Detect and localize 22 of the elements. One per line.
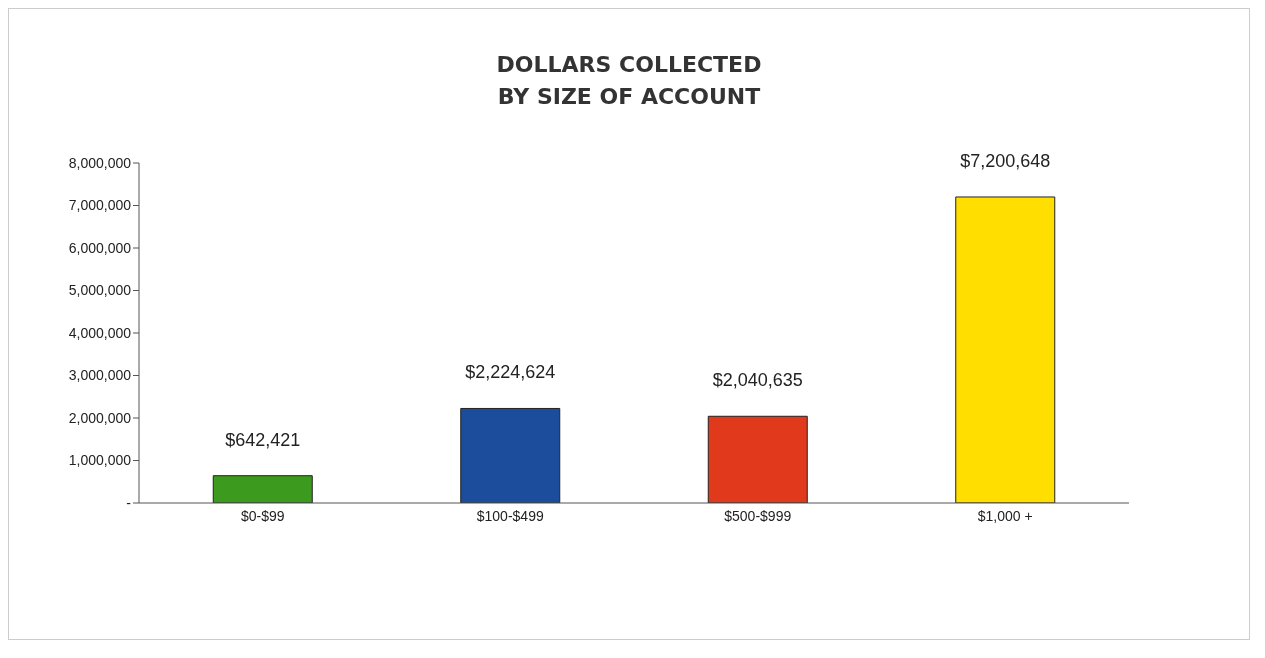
y-tick-label: 1,000,000 (68, 452, 132, 469)
bar (460, 407, 561, 503)
y-tick-label: - (126, 494, 132, 511)
x-tick-label: $1,000 + (977, 507, 1033, 524)
data-label: $2,040,635 (712, 370, 803, 391)
y-tick-label: 4,000,000 (68, 324, 132, 341)
y-tick-label: 5,000,000 (68, 282, 132, 299)
chart-title: DOLLARS COLLECTED BY SIZE OF ACCOUNT (495, 51, 763, 111)
bar (707, 415, 808, 503)
x-tick-label: $100-$499 (476, 507, 544, 524)
bar (955, 196, 1056, 503)
y-tick-label: 2,000,000 (68, 409, 132, 426)
data-label: $2,224,624 (465, 362, 556, 383)
y-tick-label: 3,000,000 (68, 367, 132, 384)
y-tick-label: 6,000,000 (68, 239, 132, 256)
x-tick-label: $0-$99 (240, 507, 285, 524)
x-tick-label: $500-$999 (724, 507, 792, 524)
y-tick-label: 8,000,000 (68, 154, 132, 171)
data-label: $642,421 (225, 429, 301, 450)
y-tick-label: 7,000,000 (68, 197, 132, 214)
data-label: $7,200,648 (960, 150, 1051, 171)
bar (212, 475, 313, 503)
